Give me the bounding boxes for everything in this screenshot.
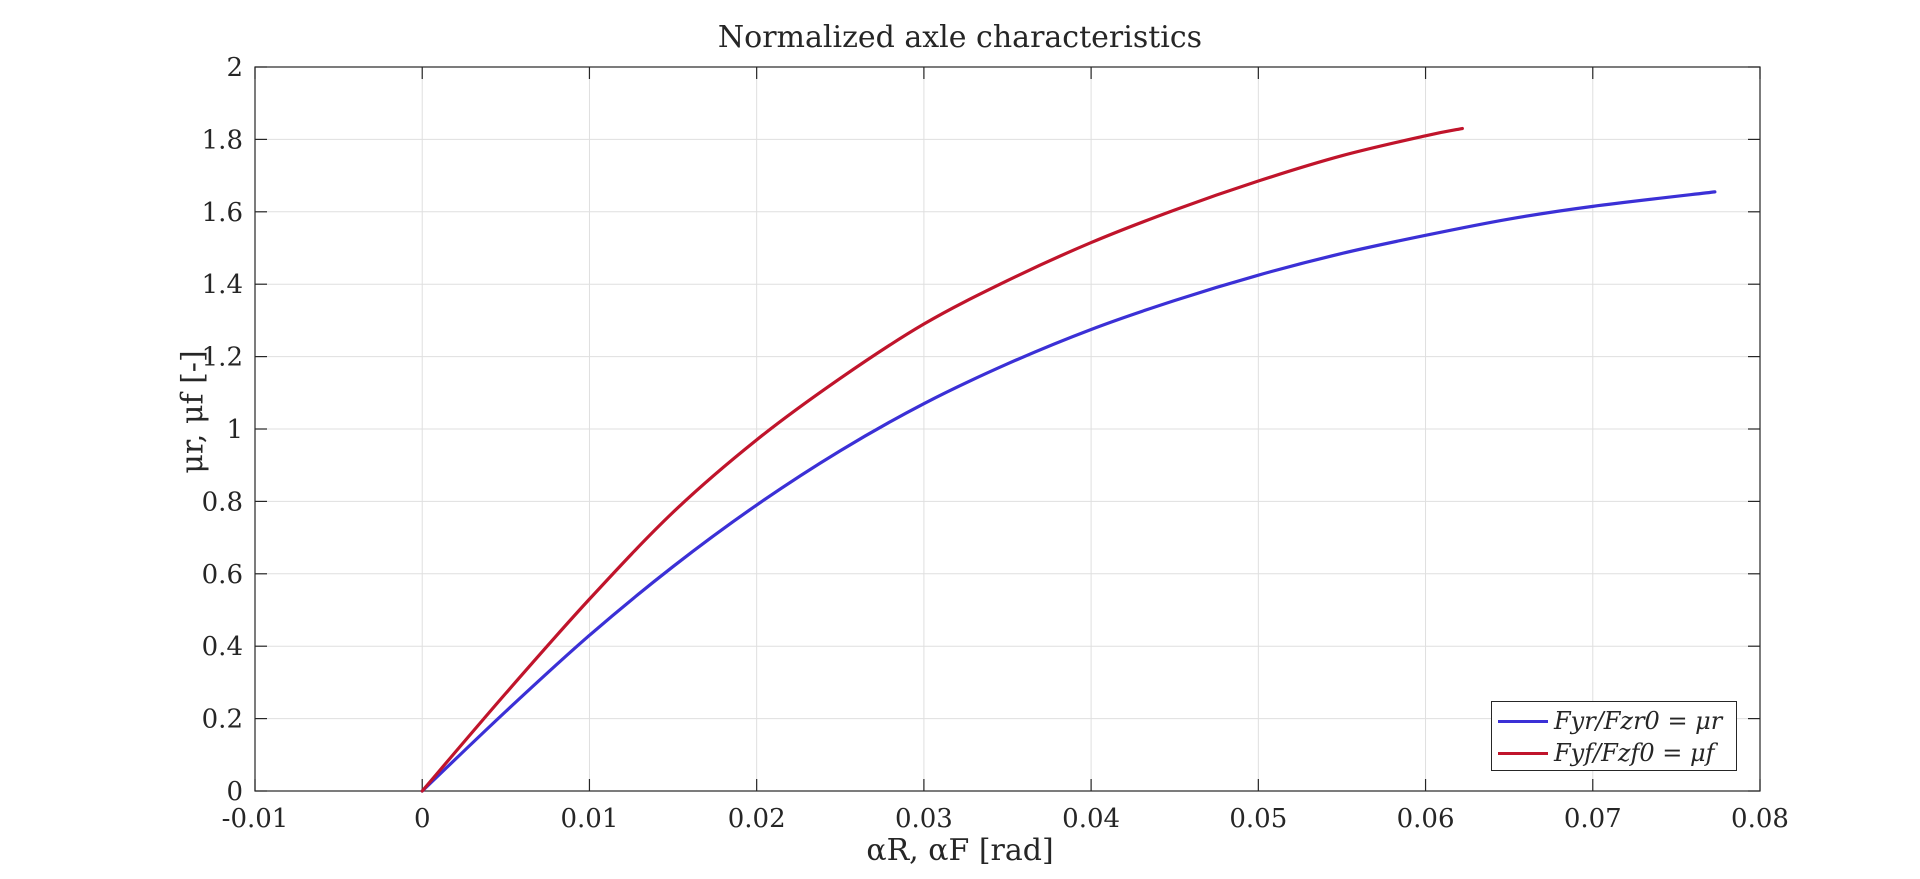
x-tick-label: 0.01	[560, 804, 618, 834]
x-tick-label: 0.03	[895, 804, 953, 834]
y-tick-label: 1.4	[202, 270, 243, 300]
x-tick-label: 0.08	[1731, 804, 1789, 834]
x-tick-label: 0.07	[1564, 804, 1622, 834]
y-tick-label: 2	[226, 53, 243, 83]
series-line-front	[420, 126, 1464, 793]
legend-item-front: Fyf/Fzf0 = μf	[1492, 738, 1714, 768]
x-tick-label: 0.06	[1397, 804, 1455, 834]
x-tick-label: 0	[414, 804, 431, 834]
x-tick-label: 0.02	[728, 804, 786, 834]
legend: Fyr/Fzr0 = μr Fyf/Fzf0 = μf	[1491, 701, 1737, 771]
legend-swatch-rear	[1498, 719, 1548, 723]
legend-label-rear: Fyr/Fzr0 = μr	[1554, 707, 1723, 735]
y-tick-label: 0.8	[202, 487, 243, 517]
y-tick-label: 0.4	[202, 632, 243, 662]
legend-label-front: Fyf/Fzf0 = μf	[1554, 739, 1715, 767]
y-tick-label: 1	[226, 415, 243, 445]
y-tick-label: 1.6	[202, 198, 243, 228]
y-tick-label: 1.8	[202, 125, 243, 155]
y-tick-label: 0	[226, 777, 243, 807]
y-tick-label: 0.6	[202, 560, 243, 590]
y-axis-label: μr, μf [-]	[175, 350, 211, 474]
y-tick-label: 1.2	[202, 343, 243, 373]
chart-title: Normalized axle characteristics	[717, 20, 1203, 55]
x-axis-label: αR, αF [rad]	[866, 833, 1054, 868]
x-tick-label: 0.05	[1229, 804, 1287, 834]
y-tick-label: 0.2	[202, 705, 243, 735]
series-line-rear	[420, 190, 1717, 793]
legend-swatch-front	[1498, 751, 1548, 755]
x-tick-label: 0.04	[1062, 804, 1120, 834]
legend-item-rear: Fyr/Fzr0 = μr	[1492, 706, 1722, 736]
x-tick-label: -0.01	[222, 804, 289, 834]
